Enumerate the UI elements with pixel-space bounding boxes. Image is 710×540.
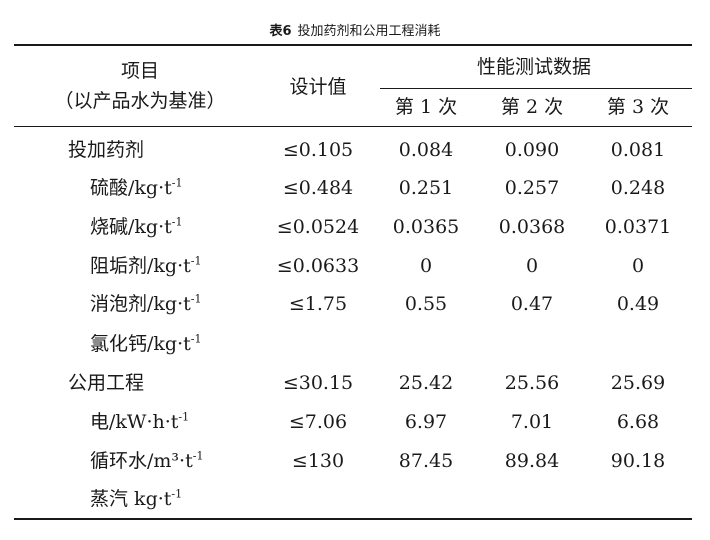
run-3-cell: 0 (631, 255, 645, 277)
run-3-cell: 6.68 (616, 411, 660, 433)
run-1-cell: 0.0365 (392, 216, 460, 238)
row-unit: /kg·t (147, 333, 191, 355)
header-run-3: 第 3 次 (606, 96, 670, 118)
header-sub-rule (380, 88, 692, 89)
run-3-cell: 90.18 (610, 450, 666, 472)
row-unit: /kW·h·t (109, 411, 179, 433)
run-2-cell: 7.01 (510, 411, 554, 433)
design-value-cell: ≤0.484 (282, 177, 354, 199)
top-rule (14, 44, 692, 46)
run-3-cell: 0.081 (610, 139, 666, 161)
run-2-cell: 0.257 (504, 177, 560, 199)
run-2-cell: 0 (525, 255, 539, 277)
header-item: 项目 (120, 60, 160, 82)
row-unit: /kg·t (147, 255, 191, 277)
row-unit-exponent: -1 (192, 449, 204, 463)
run-1-cell: 0.251 (398, 177, 454, 199)
design-value-cell: ≤0.0633 (276, 255, 360, 277)
run-1-cell: 0.55 (404, 293, 448, 315)
row-label-text: 蒸汽 (90, 488, 129, 510)
header-item-basis: （以产品水为基准） (54, 90, 226, 112)
row-label: 阻垢剂/kg·t-1 (90, 254, 202, 277)
design-value-cell: ≤7.06 (288, 411, 348, 433)
design-value-cell: ≤130 (291, 450, 345, 472)
row-label: 电/kW·h·t-1 (90, 410, 190, 433)
header-performance-data: 性能测试数据 (476, 56, 592, 78)
row-label-text: 消泡剂 (90, 293, 148, 315)
run-3-cell: 0.0371 (604, 216, 672, 238)
row-unit-exponent: -1 (171, 176, 183, 190)
row-unit-exponent: -1 (178, 410, 190, 424)
row-unit-exponent: -1 (190, 254, 202, 268)
header-run-2: 第 2 次 (500, 96, 564, 118)
row-label-text: 投加药剂 (68, 139, 145, 161)
header-rule (14, 126, 692, 128)
row-unit: /m³·t (147, 450, 193, 472)
run-1-cell: 0.084 (398, 139, 454, 161)
row-label-text: 烧碱 (90, 216, 129, 238)
row-label-text: 氯化钙 (90, 333, 148, 355)
header-run-1: 第 1 次 (394, 96, 458, 118)
run-1-cell: 0 (419, 255, 433, 277)
row-label: 循环水/m³·t-1 (90, 449, 204, 472)
run-1-cell: 25.42 (398, 372, 454, 394)
row-unit: /kg·t (128, 177, 172, 199)
row-label: 蒸汽 kg·t-1 (90, 487, 183, 510)
table-caption: 表6 投加药剂和公用工程消耗 (0, 20, 710, 39)
run-2-cell: 0.090 (504, 139, 560, 161)
design-value-cell: ≤30.15 (282, 372, 354, 394)
row-unit: kg·t (128, 488, 172, 510)
row-label-text: 公用工程 (68, 372, 145, 394)
run-3-cell: 25.69 (610, 372, 666, 394)
row-label: 烧碱/kg·t-1 (90, 215, 183, 238)
row-unit: /kg·t (147, 293, 191, 315)
row-label-text: 硫酸 (90, 177, 129, 199)
run-2-cell: 0.0368 (498, 216, 566, 238)
bottom-rule (14, 518, 692, 520)
row-label-text: 阻垢剂 (90, 255, 148, 277)
run-3-cell: 0.248 (610, 177, 666, 199)
run-3-cell: 0.49 (616, 293, 660, 315)
design-value-cell: ≤0.105 (282, 139, 354, 161)
row-label: 氯化钙/kg·t-1 (90, 332, 202, 355)
row-label: 投加药剂 (68, 141, 144, 160)
row-unit-exponent: -1 (190, 332, 202, 346)
run-1-cell: 6.97 (404, 411, 448, 433)
table-number: 表6 (269, 24, 292, 39)
design-value-cell: ≤1.75 (288, 293, 348, 315)
run-2-cell: 89.84 (504, 450, 560, 472)
row-label-text: 循环水 (90, 450, 148, 472)
row-unit: /kg·t (128, 216, 172, 238)
run-1-cell: 87.45 (398, 450, 454, 472)
table-title: 投加药剂和公用工程消耗 (297, 24, 441, 39)
row-unit-exponent: -1 (171, 215, 183, 229)
row-unit-exponent: -1 (171, 487, 183, 501)
row-label-text: 电 (90, 411, 110, 433)
run-2-cell: 0.47 (510, 293, 554, 315)
row-label: 硫酸/kg·t-1 (90, 176, 183, 199)
row-label: 消泡剂/kg·t-1 (90, 292, 202, 315)
run-2-cell: 25.56 (504, 372, 560, 394)
header-design-value: 设计值 (289, 76, 347, 98)
row-label: 公用工程 (68, 374, 144, 393)
row-unit-exponent: -1 (190, 292, 202, 306)
design-value-cell: ≤0.0524 (276, 216, 360, 238)
